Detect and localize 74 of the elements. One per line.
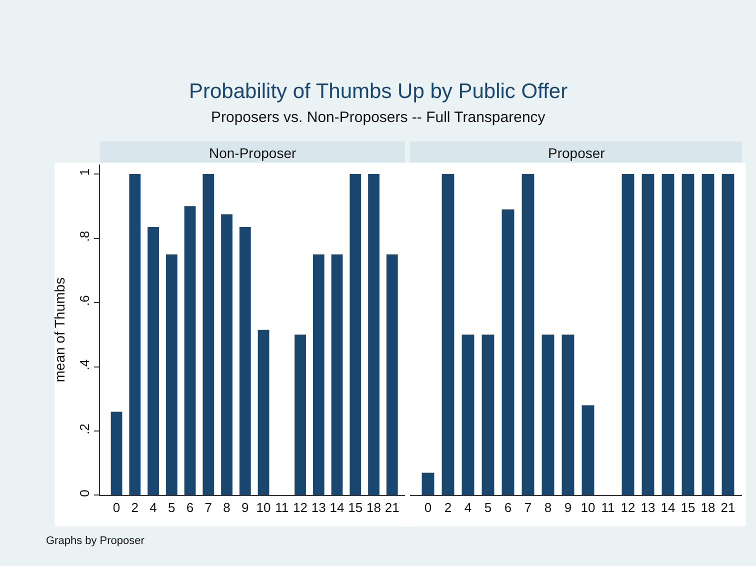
bar: [386, 254, 398, 496]
bar: [442, 174, 454, 496]
bar: [202, 174, 214, 496]
x-tick-label: 7: [204, 500, 212, 515]
bar: [562, 334, 574, 496]
x-tick-label: 10: [256, 500, 271, 515]
x-tick-label: 13: [640, 500, 656, 515]
bar: [682, 174, 694, 496]
bar: [221, 214, 232, 496]
x-tick-label: 6: [504, 500, 512, 515]
bar: [642, 174, 654, 496]
chart-title: Non-Proposer: [209, 145, 296, 161]
bar: [722, 174, 734, 496]
text: Graphs by Proposer: [46, 535, 145, 547]
x-tick-label: 0: [424, 500, 432, 515]
bar: [129, 174, 141, 496]
x-tick-label: 18: [366, 500, 382, 515]
y-tick-label: .4: [76, 359, 92, 370]
bar: [166, 254, 178, 496]
text: Probability of Thumbs Up by Public Offer: [189, 80, 568, 103]
bar: [331, 254, 343, 496]
chart-title: Proposer: [548, 145, 606, 161]
x-tick-label: 12: [293, 500, 308, 515]
x-tick-label: 0: [112, 500, 120, 515]
x-tick-label: 15: [680, 500, 696, 515]
y-axis-title: mean of Thumbs: [51, 277, 68, 382]
bar: [239, 227, 251, 496]
text: Proposers vs. Non-Proposers -- Full Transparency: [211, 109, 546, 126]
bar: [662, 174, 674, 496]
y-tick-label: 1: [76, 168, 92, 176]
x-tick-label: 2: [131, 500, 139, 515]
x-tick-label: 15: [348, 500, 363, 515]
bar: [258, 330, 270, 496]
bar: [148, 227, 159, 496]
bar: [622, 174, 634, 496]
x-tick-label: 2: [444, 500, 452, 515]
x-tick-label: 5: [484, 500, 492, 515]
bar: [542, 334, 554, 496]
x-tick-label: 9: [564, 500, 572, 515]
y-tick-label: 0: [76, 490, 92, 497]
bar: [184, 206, 196, 496]
x-tick-label: 10: [580, 500, 596, 515]
x-tick-label: 5: [168, 500, 176, 515]
bar: [110, 412, 122, 496]
bar: [522, 174, 534, 496]
y-tick-label: .8: [76, 230, 92, 242]
bar: [368, 174, 380, 496]
bar: [422, 472, 434, 496]
bar: [294, 334, 306, 496]
bar: [350, 174, 362, 496]
bar: [702, 174, 714, 496]
x-tick-label: 7: [524, 500, 532, 515]
bar: [462, 334, 474, 496]
y-tick-label: .2: [76, 424, 92, 434]
x-tick-label: 12: [620, 500, 636, 515]
x-tick-label: 14: [330, 500, 344, 515]
y-tick-label: .6: [76, 295, 92, 306]
x-tick-label: 8: [223, 500, 230, 515]
x-tick-label: 21: [384, 500, 400, 515]
x-tick-label: 11: [601, 500, 615, 515]
bar: [582, 405, 594, 496]
x-tick-label: 8: [544, 500, 552, 515]
x-tick-label: 18: [700, 500, 716, 515]
bar: [312, 254, 324, 496]
x-tick-label: 4: [150, 500, 157, 515]
x-tick-label: 9: [242, 500, 249, 515]
x-tick-label: 4: [464, 500, 472, 515]
x-tick-label: 6: [186, 500, 194, 515]
bar: [482, 334, 494, 496]
bar: [502, 209, 514, 496]
x-tick-label: 13: [311, 500, 326, 515]
x-tick-label: 21: [720, 500, 736, 515]
x-tick-label: 11: [275, 500, 289, 515]
x-tick-label: 14: [660, 500, 676, 515]
